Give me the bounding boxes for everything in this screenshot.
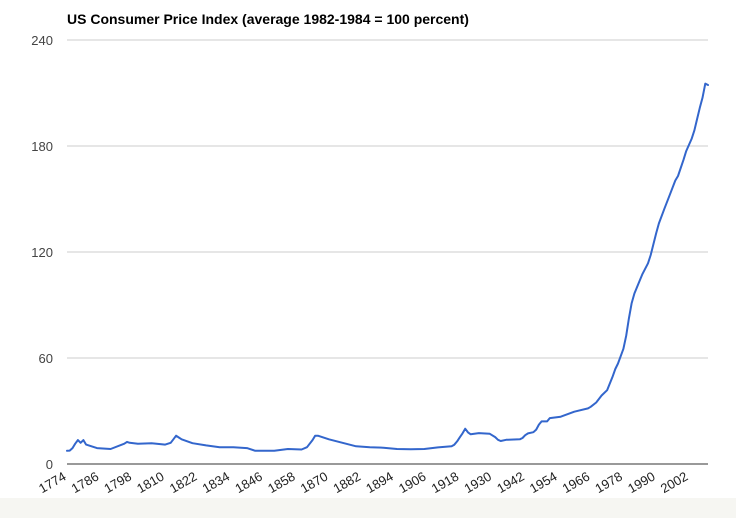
x-tick-label: 1966 — [560, 469, 593, 496]
y-tick-label: 180 — [31, 139, 53, 154]
x-tick-label: 1882 — [331, 469, 364, 496]
x-tick-label: 1858 — [265, 469, 298, 496]
gridlines — [67, 39, 708, 359]
x-tick-label: 1978 — [592, 469, 625, 496]
x-tick-label: 1894 — [363, 469, 396, 496]
x-tick-label: 1906 — [396, 469, 429, 496]
x-tick-label: 1786 — [69, 469, 102, 496]
series-line-cpi — [66, 82, 709, 452]
y-tick-label: 0 — [46, 457, 53, 472]
series-layer — [66, 82, 709, 452]
x-tick-label: 1954 — [527, 469, 560, 496]
y-axis-ticks: 0 60 120 180 240 — [31, 33, 53, 472]
x-tick-label: 2002 — [658, 469, 691, 496]
x-tick-label: 1990 — [625, 469, 658, 496]
x-tick-label: 1942 — [494, 469, 527, 496]
y-tick-label: 120 — [31, 245, 53, 260]
x-tick-label: 1930 — [461, 469, 494, 496]
x-axis-ticks: 1774 1786 1798 1810 1822 1834 1846 1858 1870 1882… — [36, 469, 690, 496]
line-chart: US Consumer Price Index (average 1982-19… — [31, 11, 709, 496]
x-tick-label: 1774 — [36, 469, 69, 496]
x-tick-label: 1870 — [298, 469, 331, 496]
x-tick-label: 1834 — [200, 469, 233, 496]
y-tick-label: 240 — [31, 33, 53, 48]
x-tick-label: 1846 — [232, 469, 265, 496]
y-tick-label: 60 — [39, 351, 53, 366]
chart-title: US Consumer Price Index (average 1982-19… — [67, 11, 469, 27]
x-tick-label: 1798 — [101, 469, 134, 496]
chart-card: US Consumer Price Index (average 1982-19… — [0, 0, 736, 498]
x-tick-label: 1918 — [429, 469, 462, 496]
x-tick-label: 1822 — [167, 469, 200, 496]
x-tick-label: 1810 — [134, 469, 167, 496]
